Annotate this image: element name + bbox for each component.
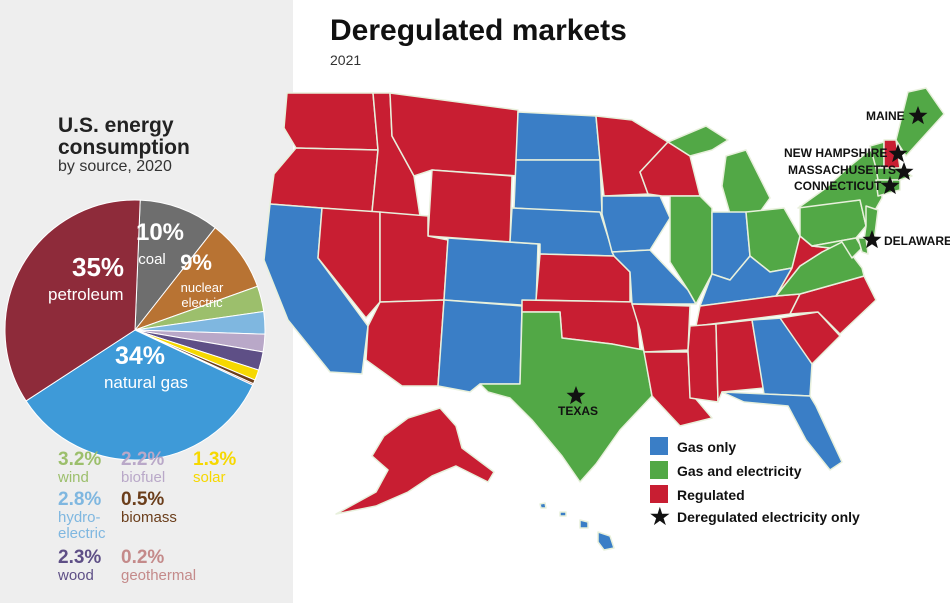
state-delaware (857, 237, 869, 255)
state-colorado (443, 237, 539, 307)
star-texas-icon (566, 386, 586, 405)
energy-title-line2: consumption (58, 136, 190, 159)
legend-swatch-gas-only (650, 437, 668, 455)
label-new-hampshire: NEW HAMPSHIRE (784, 146, 888, 160)
label-connecticut: CONNECTICUT (794, 179, 882, 193)
state-south-dakota (513, 159, 603, 215)
label-massachusetts: MASSACHUSETTS (788, 163, 897, 177)
state-michigan-upper (667, 125, 729, 157)
state-nevada (317, 207, 381, 319)
legend-swatch-gas-and-electricity (650, 461, 668, 479)
energy-subtitle: by source, 2020 (58, 158, 172, 175)
state-hawaii-oahu (559, 511, 567, 517)
state-maryland (811, 237, 863, 259)
state-michigan (721, 149, 771, 215)
pie-slice-coal (134, 199, 216, 332)
natural-gas-pct-label: 34% (115, 342, 165, 370)
biofuel-stat: 2.2% biofuel (121, 449, 166, 486)
wood-stat: 2.3% wood (58, 547, 102, 584)
nuclear-name-label-1: nuclear (181, 280, 224, 295)
natural-gas-name-label: natural gas (104, 373, 188, 392)
state-illinois (669, 195, 713, 305)
state-montana (389, 92, 519, 177)
biomass-stat: 0.5% biomass (121, 489, 177, 526)
state-texas (479, 311, 653, 483)
star-massachusetts-icon (894, 162, 914, 181)
state-alaska (335, 407, 495, 515)
state-mississippi (687, 323, 719, 403)
state-alabama (715, 319, 765, 403)
hydro-stat: 2.8% hydro- electric (58, 489, 106, 542)
legend-gas-only: Gas only (650, 437, 736, 457)
nuclear-pct-label: 9% (180, 250, 212, 275)
legend-regulated-label: Regulated (677, 487, 745, 503)
pie-slice-petroleum (4, 199, 141, 402)
coal-pct-label: 10% (136, 219, 184, 246)
state-south-carolina (779, 311, 841, 365)
nuclear-name-label-2: electric (181, 295, 223, 310)
star-new-hampshire-icon (888, 144, 908, 163)
legend-deregulated-electricity-only: ★ Deregulated electricity only (650, 504, 860, 529)
state-arizona (365, 299, 445, 387)
legend-gas-and-electricity-label: Gas and electricity (677, 463, 802, 479)
star-maine-icon (908, 106, 928, 125)
pie-slice-natural-gas (25, 329, 254, 460)
map-year: 2021 (330, 52, 362, 68)
energy-pie-chart: 35% petroleum 10% coal 9% nuclear electr… (4, 199, 266, 460)
state-iowa (601, 195, 671, 253)
legend-regulated: Regulated (650, 485, 745, 505)
geothermal-stat: 0.2% geothermal (121, 547, 197, 584)
legend-gas-only-label: Gas only (677, 439, 737, 455)
state-hawaii-main (597, 531, 615, 551)
state-missouri (611, 249, 697, 305)
solar-stat: 1.3% solar (193, 449, 237, 486)
state-hawaii-kauai (539, 502, 547, 509)
wind-stat: 3.2% wind (58, 449, 102, 486)
label-texas: TEXAS (558, 404, 599, 418)
state-washington (283, 92, 379, 151)
label-maine: MAINE (866, 109, 905, 123)
state-wyoming (427, 169, 513, 243)
label-delaware: DELAWARE (884, 234, 950, 248)
star-icon: ★ (650, 504, 670, 529)
state-north-dakota (515, 111, 601, 161)
petroleum-name-label: petroleum (48, 285, 124, 304)
state-kansas (535, 253, 631, 303)
star-delaware-icon (862, 230, 882, 249)
legend-gas-and-electricity: Gas and electricity (650, 461, 802, 481)
legend-swatch-regulated (650, 485, 668, 503)
map-title: Deregulated markets (330, 14, 627, 47)
energy-title-line1: U.S. energy (58, 114, 174, 137)
legend-deregulated-label: Deregulated electricity only (677, 509, 860, 525)
state-georgia (751, 317, 813, 397)
state-new-mexico (437, 299, 523, 393)
coal-name-label: coal (138, 251, 166, 268)
state-florida (721, 391, 843, 471)
star-connecticut-icon (880, 176, 900, 195)
state-oregon (269, 147, 379, 213)
petroleum-pct-label: 35% (72, 252, 124, 282)
state-hawaii-maui (579, 519, 589, 529)
state-arkansas (631, 303, 691, 353)
